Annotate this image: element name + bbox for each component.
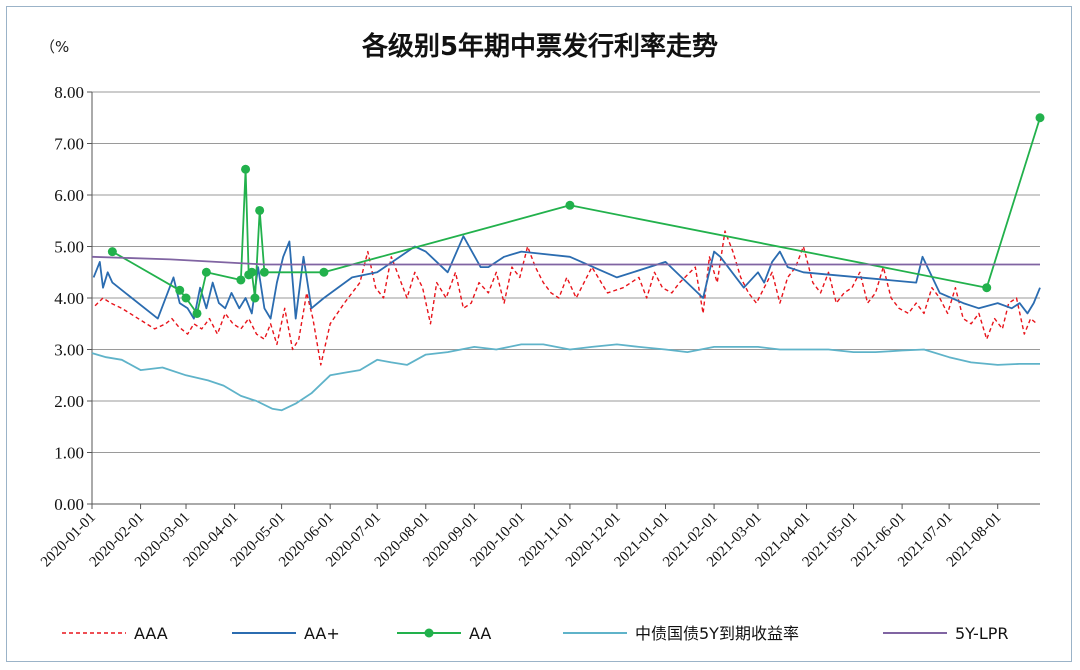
data-point-AA <box>175 285 185 295</box>
y-tick-label: 1.00 <box>54 444 84 463</box>
series-line-中债国债5Y到期收益率 <box>91 343 1040 412</box>
legend-marker-AA <box>424 628 434 638</box>
legend-label-AA+: AA+ <box>304 624 340 643</box>
y-tick-label: 6.00 <box>54 186 84 205</box>
series-line-AA <box>111 117 1041 315</box>
series-lines <box>91 113 1045 412</box>
y-tick-label: 4.00 <box>54 289 84 308</box>
data-point-AA <box>107 247 117 257</box>
legend-label-中债国债5Y到期收益率: 中债国债5Y到期收益率 <box>635 624 799 643</box>
legend-label-AAA: AAA <box>134 624 168 643</box>
y-tick-label: 7.00 <box>54 135 84 154</box>
data-point-AA <box>565 200 575 210</box>
legend: AAA AA+ AA 中债国债5Y到期收益率 5Y-LPR <box>62 624 1009 643</box>
gridlines <box>92 91 1040 453</box>
y-tick-label: 0.00 <box>54 495 84 514</box>
data-point-AA <box>247 267 257 277</box>
data-point-AA <box>319 267 329 277</box>
data-point-AA <box>241 164 251 174</box>
data-point-AA <box>250 293 260 303</box>
series-line-AA+ <box>92 235 1041 320</box>
y-tick-label: 2.00 <box>54 392 84 411</box>
legend-label-AA: AA <box>469 624 491 643</box>
y-tick-label: 8.00 <box>54 83 84 102</box>
data-point-AA <box>1035 113 1045 123</box>
series-line-AAA <box>94 230 1038 366</box>
data-point-AA <box>259 267 269 277</box>
data-point-AA <box>236 275 246 285</box>
y-tick-label: 3.00 <box>54 341 84 360</box>
data-point-AA <box>192 308 202 318</box>
series-line-5Y-LPR <box>91 255 1040 266</box>
chart-frame <box>6 6 1072 662</box>
axes: 0.001.002.003.004.005.006.007.008.002020… <box>38 83 1040 570</box>
y-axis-unit-label: （% <box>40 38 69 56</box>
legend-label-5Y-LPR: 5Y-LPR <box>955 624 1009 643</box>
y-tick-label: 5.00 <box>54 238 84 257</box>
data-point-AA <box>982 283 992 293</box>
data-point-AA <box>255 205 265 215</box>
chart-title: 各级别5年期中票发行利率走势 <box>361 31 718 62</box>
data-point-AA <box>181 293 191 303</box>
data-point-AA <box>201 267 211 277</box>
